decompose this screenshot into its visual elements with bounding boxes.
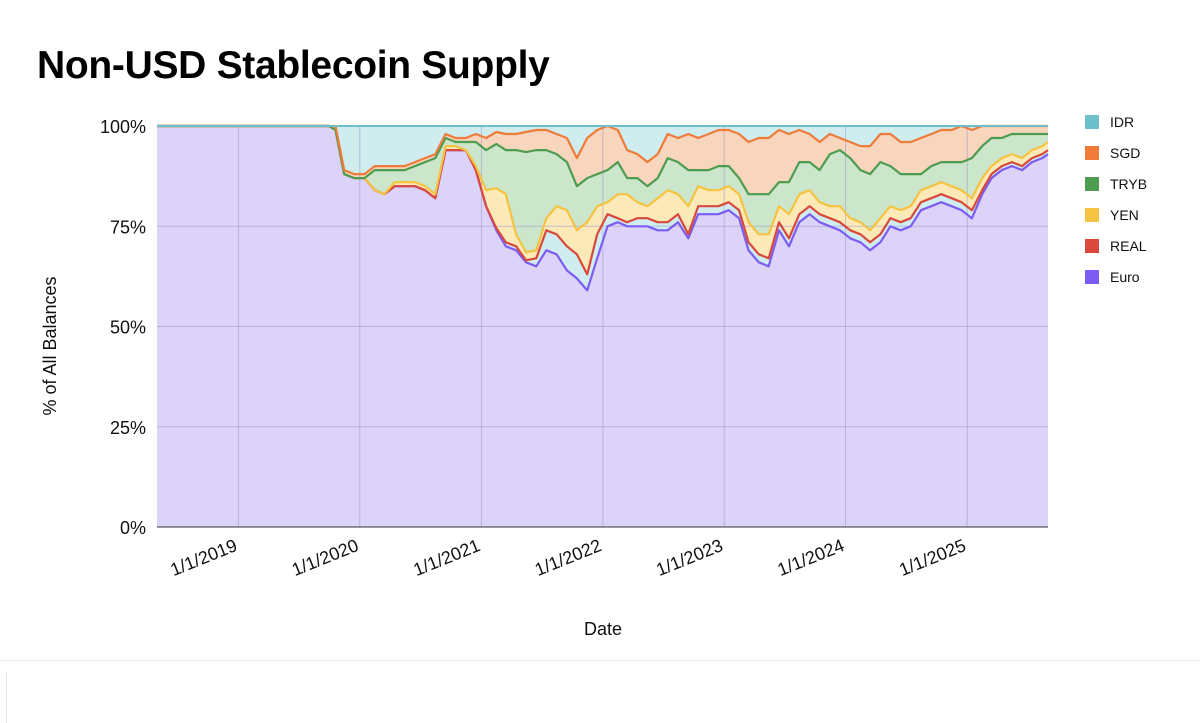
y-axis-title: % of All Balances [40,276,60,415]
legend-swatch-yen [1085,208,1099,222]
y-tick-label: 25% [110,418,146,438]
legend-label-tryb: TRYB [1110,176,1147,192]
legend: IDR SGD TRYB YEN REAL Euro [1085,114,1147,285]
legend-label-sgd: SGD [1110,145,1140,161]
legend-swatch-euro [1085,270,1099,284]
x-tick-label: 1/1/2023 [653,535,725,580]
legend-label-real: REAL [1110,238,1147,254]
series-lines [157,124,1049,292]
bottom-divider [0,660,1200,661]
legend-swatch-sgd [1085,146,1099,160]
x-tick-label: 1/1/2022 [532,535,604,580]
line-tryb [157,124,1048,196]
x-tick-label: 1/1/2021 [411,535,483,580]
x-axis-title: Date [584,619,622,639]
line-sgd [157,124,1048,176]
x-tick-label: 1/1/2019 [167,535,239,580]
chart-title: Non-USD Stablecoin Supply [37,44,550,87]
y-tick-label: 0% [120,518,146,538]
legend-label-yen: YEN [1110,207,1139,223]
line-yen [157,124,1049,254]
y-tick-label: 75% [110,217,146,237]
y-tick-label: 100% [100,117,146,137]
legend-swatch-real [1085,239,1099,253]
x-tick-label: 1/1/2024 [775,535,847,580]
x-tick-label: 1/1/2020 [289,535,361,580]
legend-swatch-idr [1085,115,1099,129]
legend-label-euro: Euro [1110,269,1140,285]
legend-swatch-tryb [1085,177,1099,191]
y-tick-label: 50% [110,318,146,338]
legend-label-idr: IDR [1110,114,1134,130]
area-idr [157,126,1048,175]
x-tick-label: 1/1/2025 [896,535,968,580]
left-edge-mark [6,672,7,723]
